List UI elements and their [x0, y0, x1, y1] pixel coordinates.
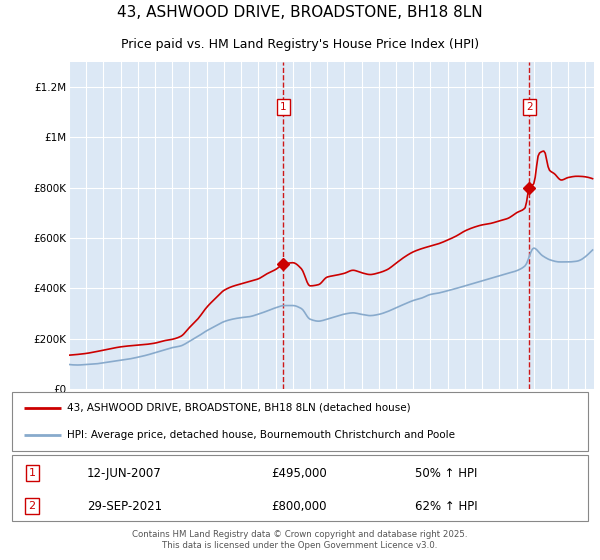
Text: 62% ↑ HPI: 62% ↑ HPI [415, 500, 478, 513]
Text: 2: 2 [29, 501, 36, 511]
Text: 43, ASHWOOD DRIVE, BROADSTONE, BH18 8LN: 43, ASHWOOD DRIVE, BROADSTONE, BH18 8LN [117, 6, 483, 20]
Text: 1: 1 [29, 468, 35, 478]
Text: 43, ASHWOOD DRIVE, BROADSTONE, BH18 8LN (detached house): 43, ASHWOOD DRIVE, BROADSTONE, BH18 8LN … [67, 403, 410, 413]
Text: HPI: Average price, detached house, Bournemouth Christchurch and Poole: HPI: Average price, detached house, Bour… [67, 430, 455, 440]
FancyBboxPatch shape [12, 455, 588, 521]
FancyBboxPatch shape [12, 392, 588, 451]
Text: 29-SEP-2021: 29-SEP-2021 [87, 500, 162, 513]
Text: £495,000: £495,000 [271, 466, 327, 480]
Text: 1: 1 [280, 102, 286, 112]
Text: 12-JUN-2007: 12-JUN-2007 [87, 466, 161, 480]
Text: Price paid vs. HM Land Registry's House Price Index (HPI): Price paid vs. HM Land Registry's House … [121, 38, 479, 50]
Text: 2: 2 [526, 102, 533, 112]
Text: 50% ↑ HPI: 50% ↑ HPI [415, 466, 478, 480]
Text: Contains HM Land Registry data © Crown copyright and database right 2025.
This d: Contains HM Land Registry data © Crown c… [132, 530, 468, 550]
Text: £800,000: £800,000 [271, 500, 326, 513]
